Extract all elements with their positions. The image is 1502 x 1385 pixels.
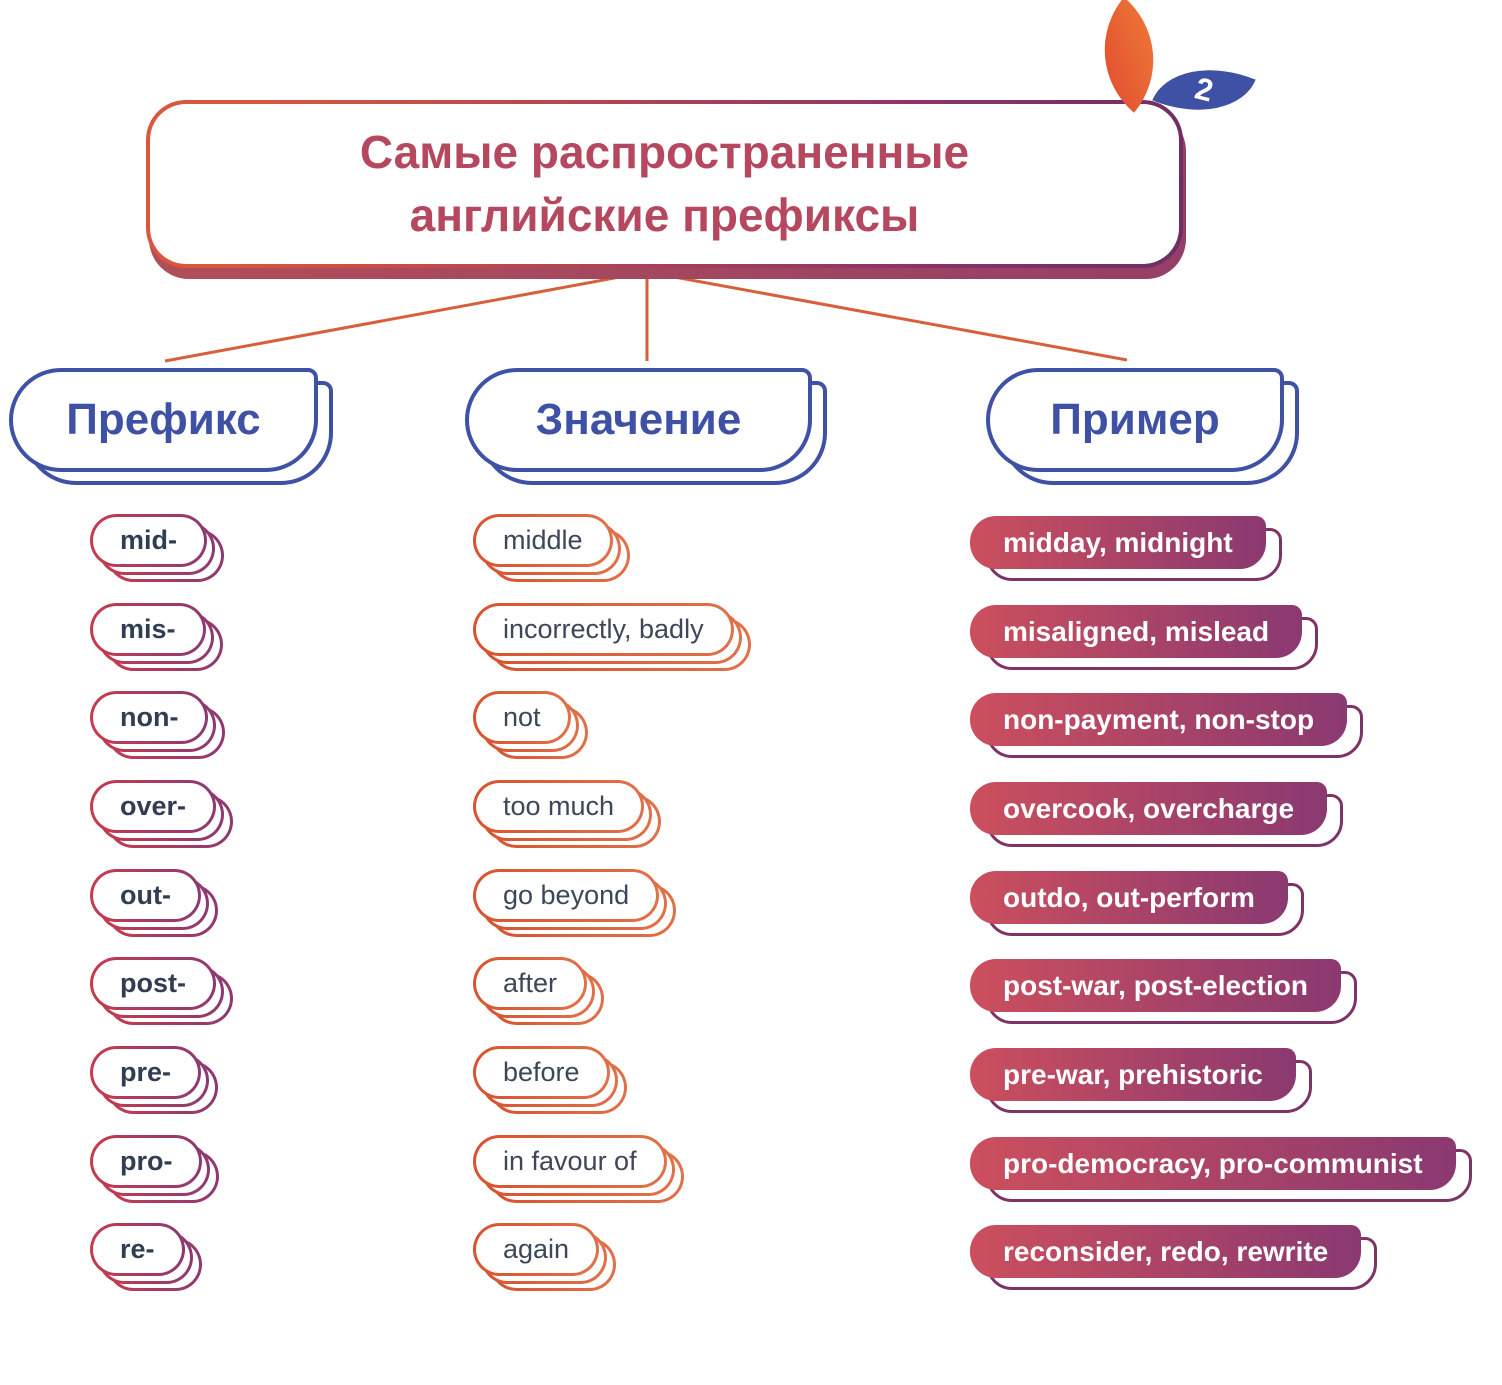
example-label: post-war, post-election bbox=[1003, 969, 1308, 1001]
page-title-line1: Самые распространенные bbox=[359, 126, 970, 179]
meaning-label: incorrectly, badly bbox=[503, 614, 704, 644]
prefix-label: pre- bbox=[120, 1057, 172, 1087]
meaning-label: after bbox=[503, 968, 558, 998]
meaning-pill: too much bbox=[473, 780, 662, 848]
meaning-pill: middle bbox=[473, 514, 630, 582]
meaning-pill: in favour of bbox=[473, 1135, 684, 1203]
meaning-label: too much bbox=[503, 791, 615, 821]
column-header-meaning: Значение bbox=[465, 368, 827, 485]
example-label: pre-war, prehistoric bbox=[1003, 1058, 1263, 1090]
column-header-prefix: Префикс bbox=[9, 368, 333, 485]
meaning-pill: after bbox=[473, 957, 605, 1025]
meaning-pill: incorrectly, badly bbox=[473, 603, 751, 671]
meaning-label: in favour of bbox=[503, 1146, 637, 1176]
meaning-label: middle bbox=[503, 525, 583, 555]
meaning-label: again bbox=[503, 1234, 570, 1264]
meaning-label: go beyond bbox=[503, 880, 630, 910]
meaning-pill: go beyond bbox=[473, 869, 677, 937]
page-title-line2: английские префиксы bbox=[409, 189, 920, 241]
prefix-pill: over- bbox=[90, 780, 234, 848]
meaning-pill: again bbox=[473, 1223, 617, 1291]
prefix-label: post- bbox=[120, 968, 186, 998]
example-pill: pro-democracy, pro-communist bbox=[970, 1137, 1472, 1202]
example-label: overcook, overcharge bbox=[1003, 792, 1295, 824]
example-label: misaligned, mislead bbox=[1003, 615, 1270, 647]
title-card: Самые распространенные английские префик… bbox=[146, 100, 1186, 279]
prefix-label: out- bbox=[120, 880, 171, 910]
example-label: midday, midnight bbox=[1003, 526, 1233, 558]
example-label: non-payment, non-stop bbox=[1003, 703, 1315, 735]
example-pill: outdo, out-perform bbox=[970, 871, 1304, 936]
prefix-pill: mis- bbox=[90, 603, 223, 671]
meaning-pill: before bbox=[473, 1046, 627, 1114]
prefix-pill: pre- bbox=[90, 1046, 219, 1114]
prefix-label: re- bbox=[120, 1234, 155, 1264]
meaning-label: not bbox=[503, 702, 541, 732]
example-pill: post-war, post-election bbox=[970, 959, 1357, 1024]
column-header-meaning-label: Значение bbox=[535, 395, 742, 444]
prefix-label: mid- bbox=[120, 525, 177, 555]
prefix-pill: re- bbox=[90, 1223, 202, 1291]
example-pill: overcook, overcharge bbox=[970, 782, 1344, 847]
example-label: pro-democracy, pro-communist bbox=[1003, 1147, 1423, 1179]
prefix-label: mis- bbox=[120, 614, 176, 644]
example-label: outdo, out-perform bbox=[1003, 881, 1255, 913]
example-pill: pre-war, prehistoric bbox=[970, 1048, 1312, 1113]
prefix-pill: post- bbox=[90, 957, 233, 1025]
example-pill: midday, midnight bbox=[970, 516, 1282, 581]
prefix-pill: non- bbox=[90, 691, 226, 759]
prefix-label: pro- bbox=[120, 1146, 173, 1176]
example-pill: non-payment, non-stop bbox=[970, 693, 1364, 758]
example-pill: misaligned, mislead bbox=[970, 605, 1319, 670]
meaning-pill: not bbox=[473, 691, 588, 759]
meaning-label: before bbox=[503, 1057, 580, 1087]
prefix-pill: pro- bbox=[90, 1135, 220, 1203]
column-header-example-label: Пример bbox=[1050, 395, 1220, 444]
prefix-label: non- bbox=[120, 702, 179, 732]
prefix-label: over- bbox=[120, 791, 187, 821]
example-pill: reconsider, redo, rewrite bbox=[970, 1225, 1378, 1290]
column-header-prefix-label: Префикс bbox=[66, 395, 261, 444]
example-label: reconsider, redo, rewrite bbox=[1003, 1235, 1329, 1267]
prefix-pill: out- bbox=[90, 869, 218, 937]
prefix-pill: mid- bbox=[90, 514, 224, 582]
title-card-border: Самые распространенные английские префик… bbox=[146, 100, 1183, 268]
column-header-example: Пример bbox=[986, 368, 1299, 485]
